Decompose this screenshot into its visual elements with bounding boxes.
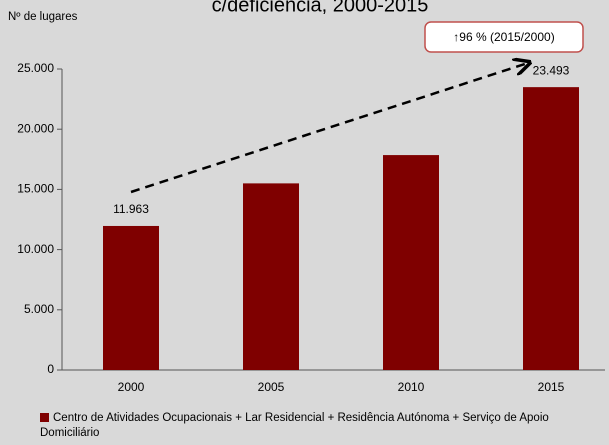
bar — [243, 183, 299, 370]
x-tick-label: 2010 — [398, 380, 425, 394]
y-axis-label: Nº de lugares — [8, 11, 78, 23]
y-tick-label: 10.000 — [17, 242, 54, 256]
legend-swatch — [40, 413, 49, 422]
x-tick-label: 2000 — [118, 380, 145, 394]
y-tick-label: 0 — [47, 362, 54, 376]
x-tick-label: 2005 — [258, 380, 285, 394]
bar — [383, 155, 439, 370]
annotation-box — [424, 21, 584, 53]
annotation: ↑96 % (2015/2000) — [453, 30, 554, 44]
y-tick-label: 20.000 — [17, 121, 54, 135]
data-label: 11.963 — [113, 202, 149, 216]
legend-label: Centro de Atividades Ocupacionais + Lar … — [40, 412, 549, 439]
y-tick-label: 25.000 — [17, 61, 54, 75]
y-tick-label: 15.000 — [17, 182, 54, 196]
x-tick-label: 2015 — [538, 380, 565, 394]
bar — [523, 87, 579, 370]
y-tick-label: 5.000 — [24, 302, 54, 316]
data-label: 23.493 — [533, 63, 570, 77]
bar — [103, 225, 159, 370]
chart-title: c/deficiência, 2000-2015 — [212, 0, 429, 16]
legend: Centro de Atividades Ocupacionais + Lar … — [40, 411, 600, 441]
trend-arrow — [130, 63, 528, 194]
